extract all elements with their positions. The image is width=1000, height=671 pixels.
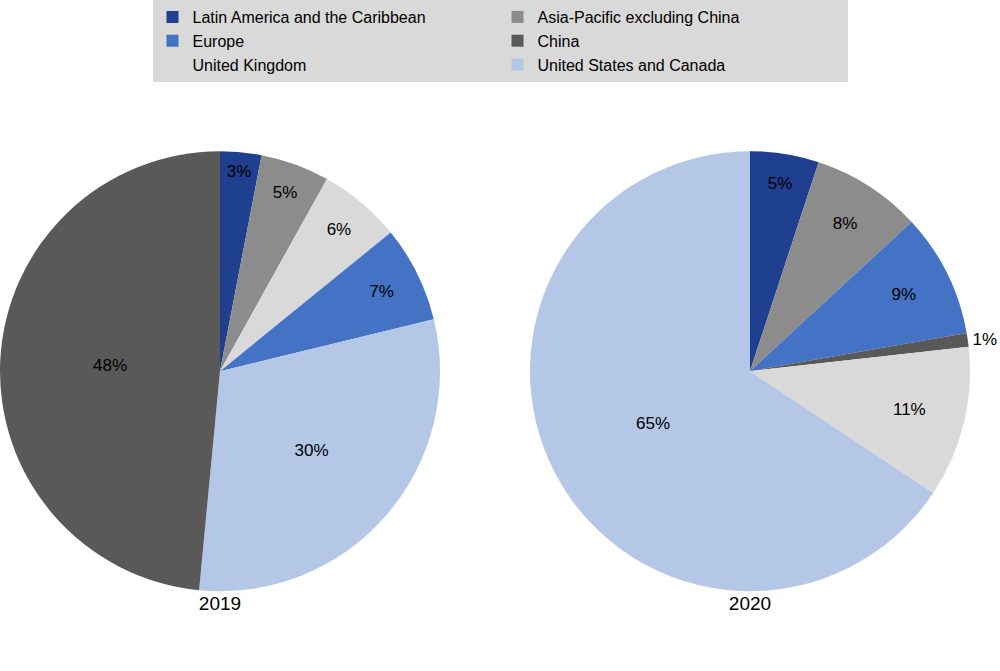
svg-text:5%: 5% <box>273 183 298 202</box>
svg-text:30%: 30% <box>295 441 329 460</box>
svg-text:United Kingdom: United Kingdom <box>193 57 307 74</box>
svg-text:3%: 3% <box>227 162 252 181</box>
svg-text:7%: 7% <box>369 282 394 301</box>
svg-text:2019: 2019 <box>199 593 241 614</box>
svg-text:6%: 6% <box>327 220 352 239</box>
svg-text:United States and Canada: United States and Canada <box>538 57 726 74</box>
svg-text:2020: 2020 <box>729 593 771 614</box>
svg-text:Asia-Pacific excluding China: Asia-Pacific excluding China <box>538 9 740 26</box>
svg-text:65%: 65% <box>636 414 670 433</box>
svg-text:5%: 5% <box>768 174 793 193</box>
svg-text:9%: 9% <box>892 285 917 304</box>
svg-text:Latin America and the Caribbea: Latin America and the Caribbean <box>193 9 426 26</box>
svg-text:11%: 11% <box>893 400 926 419</box>
svg-text:48%: 48% <box>93 356 127 375</box>
svg-text:Europe: Europe <box>193 33 245 50</box>
svg-text:8%: 8% <box>833 214 858 233</box>
svg-text:China: China <box>538 33 580 50</box>
svg-text:1%: 1% <box>973 330 998 349</box>
